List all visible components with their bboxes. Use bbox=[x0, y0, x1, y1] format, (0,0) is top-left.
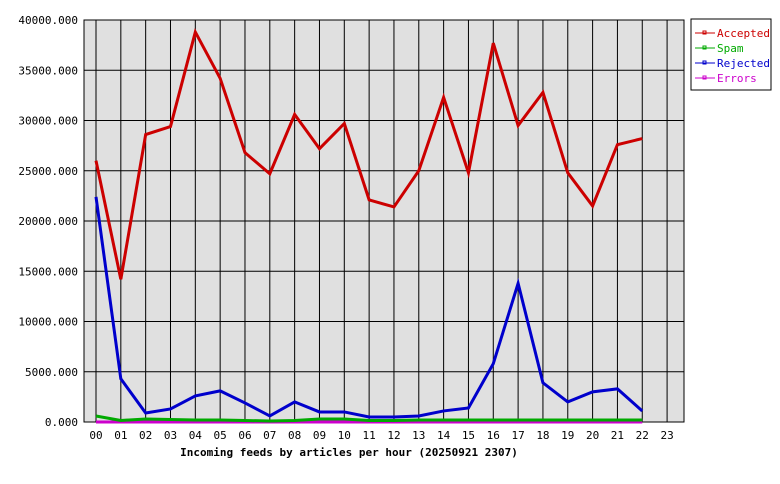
x-tick-label: 12 bbox=[387, 429, 400, 442]
legend-label: Rejected bbox=[717, 57, 770, 70]
x-tick-label: 04 bbox=[189, 429, 203, 442]
y-tick-label: 30000.000 bbox=[18, 115, 78, 128]
x-tick-label: 00 bbox=[89, 429, 102, 442]
x-tick-label: 16 bbox=[487, 429, 500, 442]
y-tick-label: 35000.000 bbox=[18, 64, 78, 77]
x-tick-label: 20 bbox=[586, 429, 599, 442]
x-tick-label: 02 bbox=[139, 429, 152, 442]
x-tick-label: 15 bbox=[462, 429, 475, 442]
x-tick-label: 17 bbox=[511, 429, 524, 442]
legend-marker bbox=[702, 30, 707, 35]
y-tick-label: 25000.000 bbox=[18, 165, 78, 178]
x-tick-label: 05 bbox=[214, 429, 227, 442]
x-axis-label: Incoming feeds by articles per hour (202… bbox=[180, 446, 518, 459]
x-tick-label: 18 bbox=[536, 429, 549, 442]
series-line-accepted bbox=[94, 27, 643, 280]
x-tick-label: 06 bbox=[238, 429, 251, 442]
x-tick-label: 13 bbox=[412, 429, 425, 442]
legend-label: Spam bbox=[717, 42, 744, 55]
x-tick-label: 22 bbox=[636, 429, 649, 442]
legend-label: Accepted bbox=[717, 27, 770, 40]
series-line-spam bbox=[95, 414, 643, 423]
x-tick-label: 21 bbox=[611, 429, 624, 442]
y-tick-label: 20000.000 bbox=[18, 215, 78, 228]
x-tick-label: 07 bbox=[263, 429, 276, 442]
y-tick-label: 40000.000 bbox=[18, 14, 78, 27]
x-tick-label: 23 bbox=[660, 429, 673, 442]
y-tick-label: 0.000 bbox=[45, 416, 78, 429]
x-tick-label: 19 bbox=[561, 429, 574, 442]
y-tick-label: 10000.000 bbox=[18, 316, 78, 329]
x-tick-label: 14 bbox=[437, 429, 451, 442]
legend-marker bbox=[702, 45, 707, 50]
legend-marker bbox=[702, 75, 707, 80]
x-tick-label: 11 bbox=[363, 429, 376, 442]
x-tick-label: 10 bbox=[338, 429, 351, 442]
series-line-rejected bbox=[94, 196, 644, 419]
legend-marker bbox=[702, 60, 707, 65]
y-tick-label: 15000.000 bbox=[18, 265, 78, 278]
x-tick-label: 01 bbox=[114, 429, 127, 442]
x-tick-label: 08 bbox=[288, 429, 301, 442]
x-tick-label: 09 bbox=[313, 429, 326, 442]
legend: Accepted Spam Rejected Errors bbox=[690, 18, 772, 91]
legend-label: Errors bbox=[717, 72, 757, 85]
x-tick-label: 03 bbox=[164, 429, 177, 442]
y-tick-label: 5000.000 bbox=[25, 366, 78, 379]
